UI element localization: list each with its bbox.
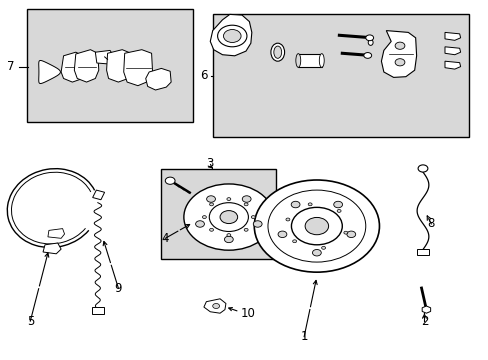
Circle shape: [305, 217, 328, 235]
Circle shape: [394, 42, 404, 49]
Circle shape: [209, 228, 213, 231]
Circle shape: [365, 35, 373, 41]
Circle shape: [278, 231, 286, 238]
Circle shape: [291, 207, 342, 245]
Circle shape: [312, 249, 321, 256]
Circle shape: [223, 30, 241, 42]
Text: 2: 2: [420, 315, 427, 328]
Ellipse shape: [295, 54, 300, 67]
Circle shape: [394, 59, 404, 66]
Circle shape: [251, 216, 255, 219]
Circle shape: [363, 53, 371, 58]
Circle shape: [209, 203, 213, 206]
Circle shape: [291, 201, 300, 208]
Text: 5: 5: [26, 315, 34, 328]
Text: 9: 9: [114, 282, 122, 294]
Circle shape: [336, 210, 340, 212]
Circle shape: [195, 221, 204, 227]
Circle shape: [254, 180, 379, 272]
Circle shape: [292, 240, 296, 243]
Circle shape: [209, 203, 248, 231]
Circle shape: [321, 246, 325, 249]
Polygon shape: [444, 47, 460, 55]
Text: 4: 4: [161, 232, 169, 245]
Polygon shape: [61, 52, 84, 82]
Circle shape: [183, 184, 273, 250]
Polygon shape: [39, 60, 61, 84]
Circle shape: [220, 211, 237, 224]
Ellipse shape: [273, 46, 281, 58]
Text: 6: 6: [200, 69, 207, 82]
Text: 3: 3: [206, 157, 214, 170]
Text: 10: 10: [240, 307, 255, 320]
Polygon shape: [203, 299, 225, 313]
Circle shape: [253, 221, 262, 227]
Polygon shape: [123, 50, 152, 86]
Text: 7: 7: [7, 60, 15, 73]
Ellipse shape: [319, 54, 324, 67]
Circle shape: [206, 196, 215, 202]
Polygon shape: [210, 14, 251, 56]
Circle shape: [267, 190, 365, 262]
Text: 1: 1: [300, 330, 307, 343]
Bar: [298, 54, 321, 67]
Bar: [416, 249, 428, 255]
Circle shape: [165, 177, 175, 184]
Polygon shape: [106, 50, 132, 82]
Polygon shape: [74, 50, 99, 82]
Polygon shape: [444, 61, 460, 69]
Text: 8: 8: [427, 217, 434, 230]
Circle shape: [244, 228, 247, 231]
Circle shape: [212, 303, 219, 309]
Ellipse shape: [367, 40, 372, 45]
Bar: [27, 9, 193, 122]
Polygon shape: [145, 68, 171, 90]
Polygon shape: [381, 31, 416, 77]
Circle shape: [226, 198, 230, 201]
Circle shape: [285, 218, 289, 221]
Circle shape: [202, 216, 206, 219]
Circle shape: [242, 196, 250, 202]
Polygon shape: [48, 229, 64, 238]
Bar: [92, 307, 104, 314]
Polygon shape: [444, 32, 460, 40]
Bar: [161, 169, 276, 259]
Circle shape: [343, 231, 347, 234]
Circle shape: [346, 231, 355, 238]
Circle shape: [307, 203, 311, 206]
Circle shape: [333, 201, 342, 208]
Ellipse shape: [270, 43, 284, 61]
Bar: [92, 190, 104, 200]
Circle shape: [217, 25, 246, 47]
Polygon shape: [421, 306, 430, 313]
Polygon shape: [43, 243, 61, 254]
Circle shape: [244, 203, 247, 206]
Circle shape: [224, 236, 233, 243]
Circle shape: [417, 165, 427, 172]
Bar: [212, 14, 468, 137]
Circle shape: [226, 234, 230, 237]
Polygon shape: [95, 50, 113, 64]
